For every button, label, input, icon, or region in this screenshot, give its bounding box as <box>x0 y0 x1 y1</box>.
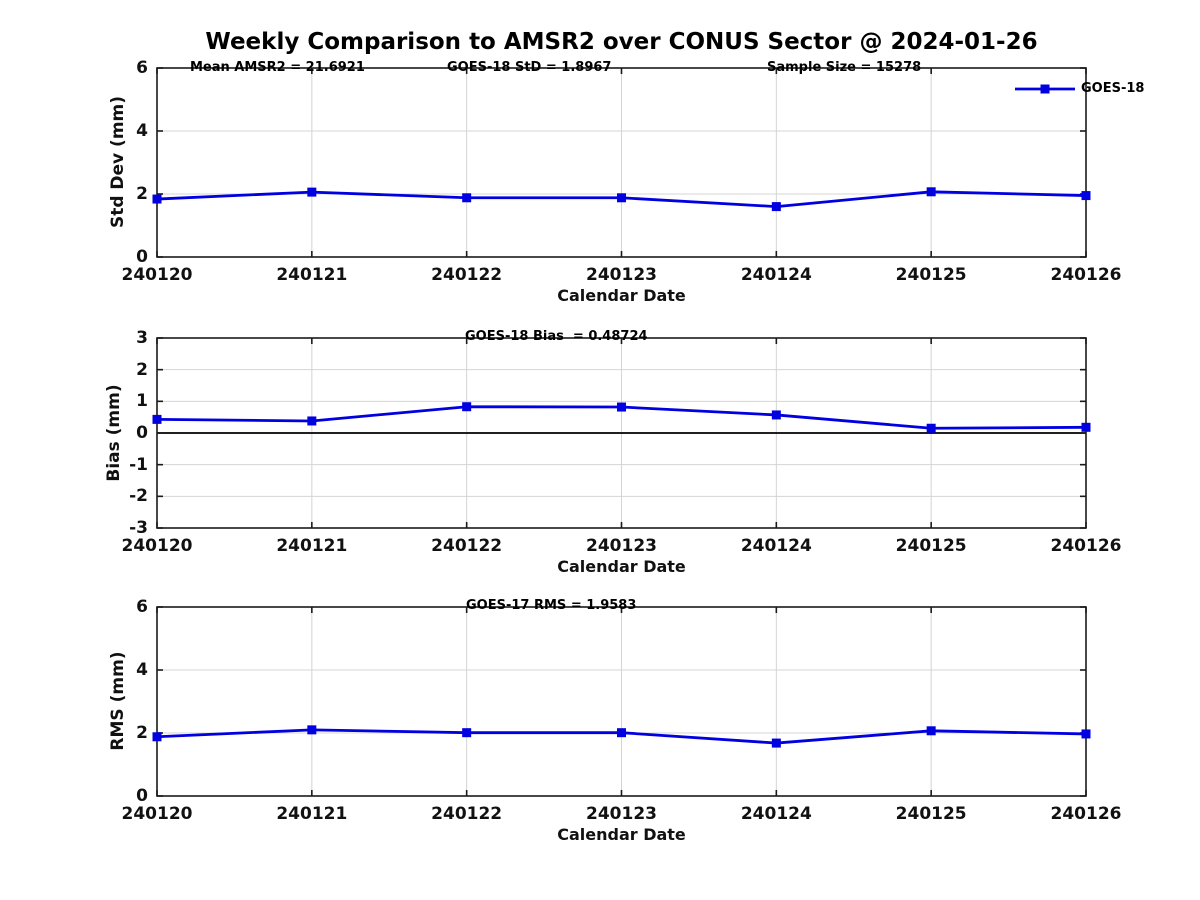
y-tick-label: 4 <box>136 121 148 141</box>
x-tick-label: 240120 <box>121 265 193 285</box>
legend-line-marker-icon <box>1015 84 1075 94</box>
data-point-marker <box>771 202 781 212</box>
x-tick-label: 240125 <box>895 804 967 824</box>
x-tick-label: 240124 <box>740 536 812 556</box>
data-point-marker <box>462 402 472 412</box>
data-point-marker <box>771 738 781 748</box>
data-point-marker <box>1081 422 1091 432</box>
legend-label: GOES-18 <box>1081 81 1145 96</box>
y-tick-label: 0 <box>136 247 148 267</box>
y-tick-label: 0 <box>136 786 148 806</box>
chart-title: Weekly Comparison to AMSR2 over CONUS Se… <box>205 29 1038 55</box>
y-tick-label: 4 <box>136 660 148 680</box>
y-tick-label: -3 <box>129 518 148 538</box>
data-point-marker <box>771 410 781 420</box>
x-tick-label: 240125 <box>895 265 967 285</box>
x-tick-label: 240121 <box>276 265 348 285</box>
annotation-goes18-bias: GOES-18 Bias = 0.48724 <box>465 329 648 344</box>
data-point-marker <box>926 726 936 736</box>
data-point-marker <box>617 402 626 412</box>
data-point-marker <box>1081 191 1091 201</box>
annotation-mean-amsr2: Mean AMSR2 = 21.6921 <box>190 60 365 75</box>
data-point-marker <box>307 725 317 735</box>
y-tick-label: 2 <box>136 359 148 380</box>
y-tick-label: 0 <box>136 423 148 443</box>
x-tick-label: 240123 <box>586 804 657 824</box>
x-tick-label: 240123 <box>586 536 657 556</box>
subplot-rms <box>152 606 1091 797</box>
x-tick-label: 240126 <box>1050 265 1122 285</box>
x-tick-label: 240122 <box>431 804 503 824</box>
data-point-marker <box>926 187 936 197</box>
y-tick-label: 6 <box>136 58 148 78</box>
x-tick-label: 240126 <box>1050 804 1122 824</box>
x-axis-label-std-dev: Calendar Date <box>557 286 686 305</box>
x-tick-label: 240121 <box>276 536 348 556</box>
y-tick-label: -2 <box>129 486 148 507</box>
y-axis-label-std-dev: Std Dev (mm) <box>108 95 128 229</box>
y-tick-label: 3 <box>136 328 148 348</box>
legend: GOES-18 <box>1014 80 1144 98</box>
x-tick-label: 240124 <box>740 265 812 285</box>
x-tick-label: 240123 <box>586 265 657 285</box>
data-point-marker <box>152 732 162 742</box>
x-tick-label: 240122 <box>431 265 503 285</box>
x-tick-label: 240126 <box>1050 536 1122 556</box>
data-point-marker <box>617 193 626 203</box>
y-tick-label: 2 <box>136 723 148 743</box>
x-axis-label-rms: Calendar Date <box>557 825 686 844</box>
y-tick-label: -1 <box>129 454 148 475</box>
data-point-marker <box>926 423 936 433</box>
data-point-marker <box>152 194 162 204</box>
x-tick-label: 240120 <box>121 536 193 556</box>
data-point-marker <box>307 416 317 426</box>
annotation-goes18-std: GOES-18 StD = 1.8967 <box>447 60 612 75</box>
data-point-marker <box>152 414 162 424</box>
data-point-marker <box>462 193 472 203</box>
x-tick-label: 240122 <box>431 536 503 556</box>
annotation-goes17-rms: GOES-17 RMS = 1.9583 <box>466 598 637 613</box>
data-point-marker <box>617 728 626 738</box>
x-tick-label: 240121 <box>276 804 348 824</box>
y-tick-label: 6 <box>136 597 148 617</box>
y-tick-label: 1 <box>136 391 148 412</box>
data-point-marker <box>462 728 472 738</box>
data-point-marker <box>307 187 317 197</box>
x-tick-label: 240124 <box>740 804 812 824</box>
data-point-marker <box>1081 729 1091 739</box>
x-axis-label-bias: Calendar Date <box>557 557 686 576</box>
x-tick-label: 240120 <box>121 804 193 824</box>
y-tick-label: 2 <box>136 184 148 204</box>
subplot-std-dev <box>152 67 1091 258</box>
annotation-sample-size: Sample Size = 15278 <box>767 60 922 75</box>
subplot-bias <box>152 337 1091 529</box>
x-tick-label: 240125 <box>895 536 967 556</box>
